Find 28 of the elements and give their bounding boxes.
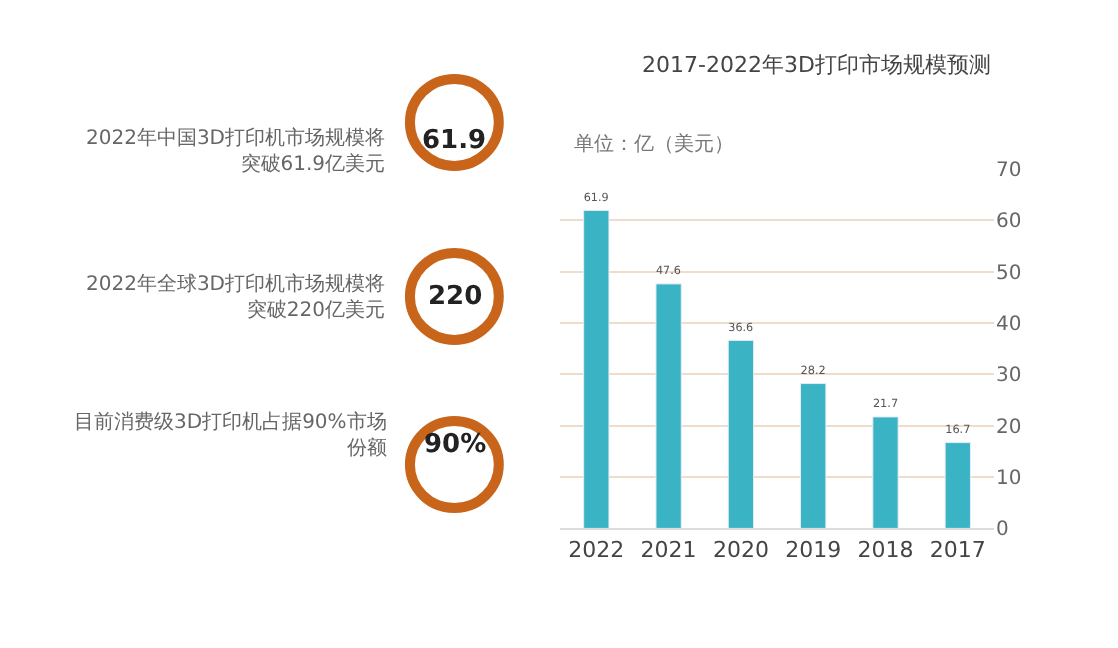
bar [944, 442, 971, 529]
x-tick-label: 2022 [568, 536, 625, 563]
y-tick-label: 60 [995, 211, 1022, 234]
y-tick-label: 40 [995, 313, 1022, 336]
text: 61.9 [422, 126, 487, 156]
text: 2022年全球3D打印机市场规模将突破220亿美元 [86, 272, 386, 322]
y-tick-label: 70 [995, 159, 1022, 182]
chart-title: 2017-2022年3D打印市场规模预测 [642, 52, 991, 78]
bar [800, 383, 827, 529]
x-tick-label: 2021 [640, 536, 697, 563]
x-tick-label: 2020 [712, 536, 769, 563]
y-tick-label: 50 [995, 262, 1022, 285]
text: 220 [428, 282, 483, 312]
bar [583, 209, 610, 529]
text: 90% [424, 430, 487, 460]
y-tick-label: 10 [995, 468, 1022, 491]
bar [727, 339, 755, 529]
y-tick-label: 30 [995, 365, 1022, 388]
bar [655, 283, 682, 529]
y-tick-label: 0 [995, 519, 1009, 542]
x-tick-label: 2019 [785, 536, 842, 563]
x-tick-label: 2017 [929, 536, 986, 563]
y-tick-label: 20 [995, 416, 1022, 439]
text: 目前消费级3D打印机占据90%市场份额 [74, 410, 387, 460]
y-axis-title: 单位：亿（美元） [574, 132, 734, 156]
bar [872, 416, 899, 529]
text: 2022年中国3D打印机市场规模将突破61.9亿美元 [86, 126, 386, 176]
x-tick-label: 2018 [857, 536, 914, 563]
